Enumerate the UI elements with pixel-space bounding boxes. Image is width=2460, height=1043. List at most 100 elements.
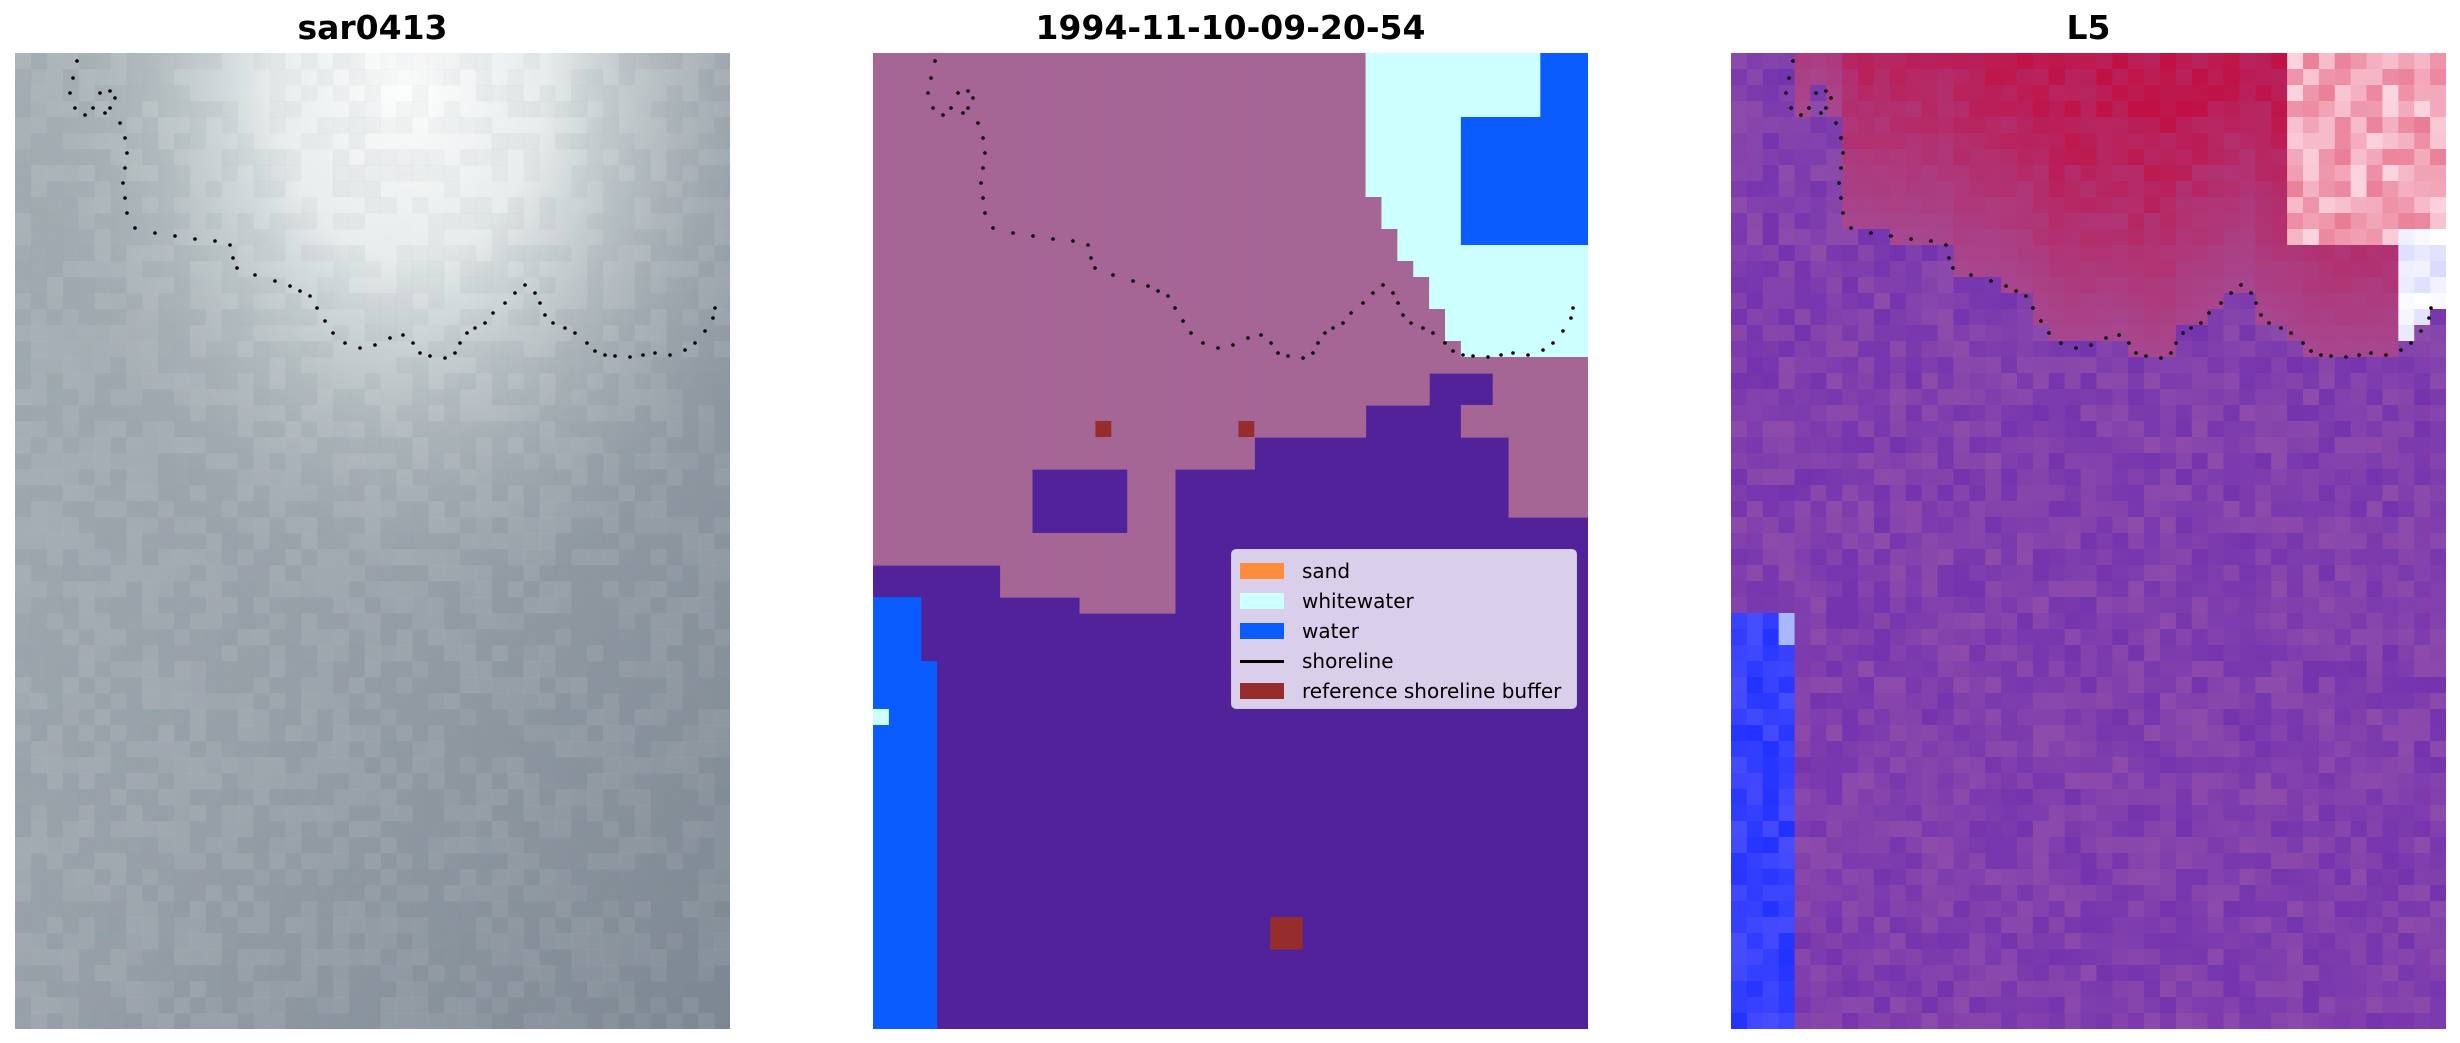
shoreline-dot bbox=[1189, 331, 1193, 335]
shoreline-dot bbox=[1929, 239, 1933, 243]
shoreline-dots-l5 bbox=[1784, 59, 2433, 360]
shoreline-dot bbox=[331, 331, 335, 335]
shoreline-dot bbox=[1146, 284, 1150, 288]
shoreline-dot bbox=[308, 294, 312, 298]
shoreline-dot bbox=[68, 91, 72, 95]
shoreline-dot bbox=[108, 89, 112, 93]
shoreline-dot bbox=[235, 266, 239, 270]
shoreline-dot bbox=[1951, 266, 1955, 270]
shoreline-dots-rgb bbox=[68, 59, 717, 360]
classification-map bbox=[873, 53, 1588, 1029]
shoreline-dot bbox=[1259, 333, 1263, 337]
shoreline-dot bbox=[2249, 291, 2253, 295]
shoreline-dot bbox=[961, 111, 965, 115]
shoreline-dot bbox=[1443, 341, 1447, 345]
shoreline-dot bbox=[966, 106, 970, 110]
legend-item-shoreline: shoreline bbox=[1240, 646, 1568, 676]
rgb-image-panel bbox=[15, 53, 730, 1029]
shoreline-dot bbox=[98, 91, 102, 95]
shoreline-dots-classification bbox=[926, 59, 1575, 360]
shoreline-dot bbox=[418, 351, 422, 355]
shoreline-dot bbox=[641, 353, 645, 357]
shoreline-dot bbox=[2239, 283, 2243, 287]
shoreline-dot bbox=[1784, 91, 1788, 95]
shoreline-dot bbox=[1131, 279, 1135, 283]
shoreline-dot bbox=[83, 113, 87, 117]
shoreline-dot bbox=[1231, 343, 1235, 347]
shoreline-dot bbox=[231, 256, 235, 260]
shoreline-dot bbox=[1396, 301, 1400, 305]
shoreline-dot bbox=[981, 196, 985, 200]
shoreline-dot bbox=[2219, 301, 2223, 305]
shoreline-dot bbox=[443, 356, 447, 360]
whitewater-swatch bbox=[1240, 593, 1284, 609]
l5-index-map bbox=[1731, 53, 2446, 1029]
shoreline-dot bbox=[1551, 341, 1555, 345]
shoreline-dot bbox=[1086, 243, 1090, 247]
shoreline-dot bbox=[1829, 96, 1833, 100]
shoreline-dot bbox=[1869, 231, 1873, 235]
shoreline-dot bbox=[933, 59, 937, 63]
shoreline-dot bbox=[1947, 256, 1951, 260]
shoreline-dot bbox=[1471, 354, 1475, 358]
panel-title-index: L5 bbox=[2066, 8, 2111, 47]
shoreline-dot bbox=[585, 341, 589, 345]
legend-label-shoreline: shoreline bbox=[1302, 649, 1394, 673]
shoreline-dot bbox=[2301, 341, 2305, 345]
shoreline-dot bbox=[253, 273, 257, 277]
shoreline-dot bbox=[1093, 266, 1097, 270]
shoreline-dot bbox=[1837, 181, 1841, 185]
shoreline-dot bbox=[2189, 326, 2193, 330]
shoreline-dot bbox=[1969, 273, 1973, 277]
shoreline-dot bbox=[543, 313, 547, 317]
shoreline-dot bbox=[401, 333, 405, 337]
shoreline-dot bbox=[2047, 331, 2051, 335]
shoreline-dot bbox=[668, 353, 672, 357]
shoreline-dot bbox=[533, 291, 537, 295]
shoreline-dot bbox=[483, 321, 487, 325]
shoreline-dot bbox=[981, 166, 985, 170]
shoreline-dot bbox=[2134, 351, 2138, 355]
shoreline-dot bbox=[949, 106, 953, 110]
shoreline-dot bbox=[1839, 166, 1843, 170]
shoreline-dot bbox=[703, 329, 707, 333]
shoreline-dot bbox=[71, 76, 75, 80]
shoreline-dot bbox=[75, 59, 79, 63]
shoreline-dot bbox=[593, 349, 597, 353]
shoreline-dot bbox=[453, 351, 457, 355]
shoreline-line-swatch bbox=[1240, 659, 1284, 663]
shoreline-dot bbox=[991, 226, 995, 230]
shoreline-dot bbox=[1311, 351, 1315, 355]
buffer-swatch bbox=[1240, 683, 1284, 699]
shoreline-dot bbox=[2369, 351, 2373, 355]
shoreline-dot bbox=[1989, 279, 1993, 283]
shoreline-dot bbox=[2229, 291, 2233, 295]
shoreline-dot bbox=[121, 181, 125, 185]
shoreline-dot bbox=[2174, 341, 2178, 345]
shoreline-dot bbox=[491, 311, 495, 315]
shoreline-dot bbox=[428, 354, 432, 358]
shoreline-dot bbox=[1561, 329, 1565, 333]
shoreline-dot bbox=[1431, 331, 1435, 335]
shoreline-dot bbox=[1889, 234, 1893, 238]
shoreline-dot bbox=[473, 326, 477, 330]
shoreline-dot bbox=[1323, 331, 1327, 335]
shoreline-dot bbox=[123, 196, 127, 200]
shoreline-dot bbox=[343, 341, 347, 345]
shoreline-dot bbox=[153, 231, 157, 235]
panel-title-classification: 1994-11-10-09-20-54 bbox=[1035, 8, 1426, 47]
shoreline-dot bbox=[711, 316, 715, 320]
shoreline-dot bbox=[125, 151, 129, 155]
shoreline-dot bbox=[288, 284, 292, 288]
shoreline-dot bbox=[931, 106, 935, 110]
shoreline-dot bbox=[1834, 121, 1838, 125]
shoreline-dot bbox=[1111, 273, 1115, 277]
shoreline-dot bbox=[971, 96, 975, 100]
shoreline-dot bbox=[193, 237, 197, 241]
shoreline-dot bbox=[2144, 354, 2148, 358]
shoreline-dot bbox=[315, 306, 319, 310]
shoreline-dot bbox=[2329, 354, 2333, 358]
shoreline-dot bbox=[1486, 355, 1490, 359]
shoreline-dot bbox=[1371, 291, 1375, 295]
shoreline-dot bbox=[1391, 291, 1395, 295]
